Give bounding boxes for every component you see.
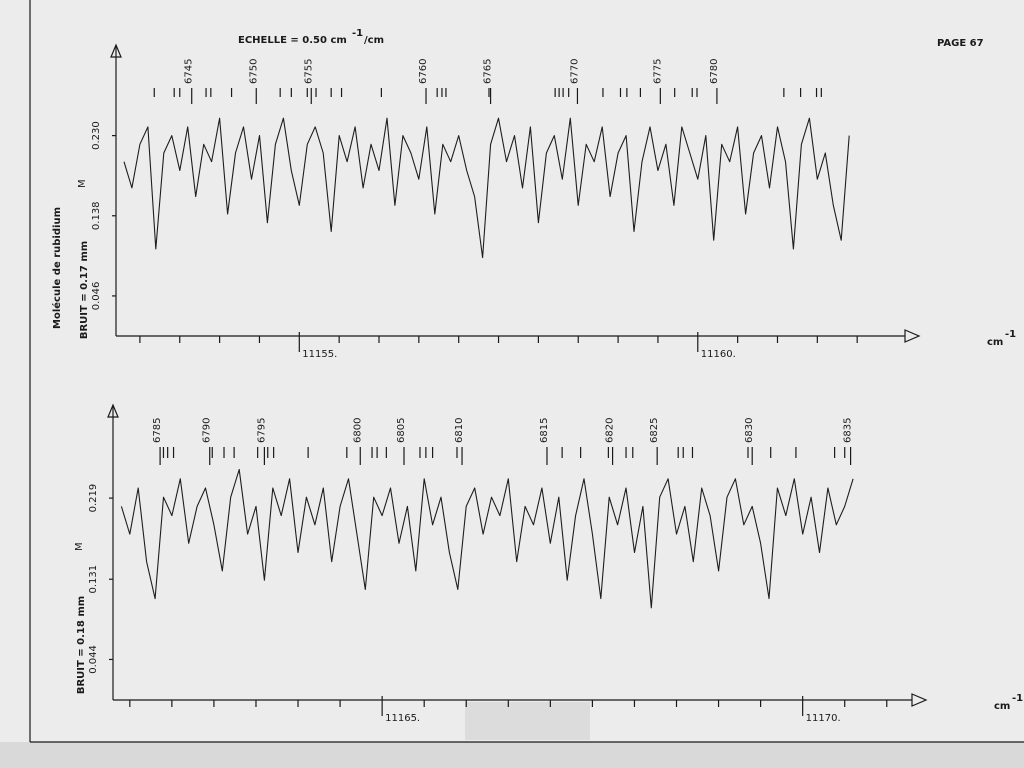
y-label: M	[74, 542, 85, 551]
y-tick-label: 0.046	[91, 282, 102, 311]
scale-exponent: -1	[352, 28, 363, 39]
line-number: 6775	[652, 59, 663, 84]
y-label: M	[77, 179, 88, 188]
scale-label: ECHELLE = 0.50 cm	[238, 35, 347, 46]
paper	[0, 0, 1024, 742]
x-axis-arrow	[911, 693, 928, 707]
line-number: 6760	[418, 59, 429, 84]
x-unit-exponent: -1	[1012, 693, 1023, 704]
y-tick-label: 0.138	[91, 201, 102, 230]
line-number: 6795	[256, 418, 267, 443]
line-number: 6790	[202, 418, 213, 443]
side-label: Molécule de rubidium	[51, 207, 63, 329]
line-number: 6820	[605, 418, 616, 443]
spectrum	[123, 117, 850, 259]
scan-artifact	[465, 702, 590, 740]
line-number: 6800	[352, 418, 363, 443]
scale-suffix: /cm	[364, 35, 384, 46]
spectrum	[120, 468, 854, 609]
y-tick-label: 0.219	[88, 484, 99, 513]
line-number: 6815	[539, 418, 550, 443]
line-number: 6810	[454, 418, 465, 443]
x-tick-label: 11160.	[701, 349, 736, 360]
noise-label: BRUIT = 0.17 mm	[79, 241, 90, 339]
noise-label: BRUIT = 0.18 mm	[76, 596, 87, 694]
line-number: 6770	[569, 59, 580, 84]
y-tick-label: 0.131	[88, 565, 99, 594]
y-axis-arrow	[110, 43, 122, 58]
x-unit: cm	[994, 701, 1010, 712]
x-tick-label: 11170.	[806, 713, 841, 724]
y-tick-label: 0.044	[88, 645, 99, 674]
line-number: 6835	[843, 418, 854, 443]
x-unit: cm	[987, 337, 1003, 348]
line-number: 6765	[483, 59, 494, 84]
line-number: 6785	[152, 418, 163, 443]
y-axis-arrow	[107, 403, 119, 418]
x-unit-exponent: -1	[1005, 329, 1016, 340]
line-number: 6825	[649, 418, 660, 443]
y-tick-label: 0.230	[91, 121, 102, 150]
x-tick-label: 11155.	[302, 349, 337, 360]
line-number: 6780	[709, 59, 720, 84]
x-tick-label: 11165.	[385, 713, 420, 724]
line-number: 6750	[248, 59, 259, 84]
line-number: 6830	[744, 418, 755, 443]
line-number: 6755	[303, 59, 314, 84]
x-axis-arrow	[904, 329, 921, 343]
page-number: PAGE 67	[937, 38, 984, 49]
line-number: 6745	[184, 59, 195, 84]
line-number: 6805	[396, 418, 407, 443]
